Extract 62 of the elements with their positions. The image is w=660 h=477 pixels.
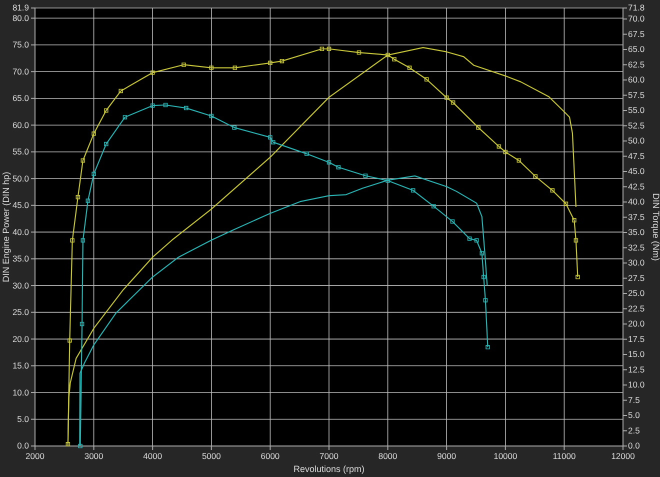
- y-tick-label: 65.0: [12, 93, 30, 104]
- y2-tick-label: 50.0: [628, 136, 645, 146]
- y-tick-label: 30.0: [12, 280, 30, 290]
- y-tick-label: 15.0: [12, 360, 30, 370]
- y2-tick-label: 52.5: [628, 120, 645, 130]
- y2-tick-label: 57.5: [628, 90, 645, 100]
- y2-tick-label: 0.0: [628, 440, 640, 451]
- y2-tick-label: 17.5: [628, 334, 645, 344]
- y-tick-label: 10.0: [12, 387, 30, 398]
- y2-tick-label: 47.5: [628, 150, 645, 161]
- y-tick-label: 70.0: [12, 66, 30, 76]
- y2-tick-label: 12.5: [628, 364, 645, 374]
- y2-axis-title: DIN Torque (Nm): [651, 193, 660, 261]
- x-axis-title: Revolutions (rpm): [293, 464, 365, 474]
- y-tick-label: 80.0: [12, 12, 30, 23]
- y2-tick-label: 30.0: [628, 258, 645, 268]
- y-tick-label: 55.0: [12, 146, 30, 157]
- y-tick-label: 81.9: [12, 2, 30, 13]
- x-tick-label: 10000: [494, 451, 518, 462]
- y2-tick-label: 2.5: [628, 425, 640, 436]
- x-tick-label: 4000: [143, 451, 162, 462]
- y-tick-label: 5.0: [17, 414, 30, 424]
- x-tick-label: 2000: [26, 451, 45, 462]
- y2-tick-label: 5.0: [628, 410, 640, 420]
- y2-tick-label: 7.5: [628, 394, 640, 405]
- y2-tick-label: 62.5: [628, 59, 645, 70]
- y2-tick-label: 20.0: [628, 318, 645, 329]
- y2-tick-label: 40.0: [628, 196, 645, 207]
- y-tick-label: 75.0: [12, 40, 30, 50]
- y2-tick-label: 25.0: [628, 288, 645, 298]
- x-tick-label: 3000: [84, 451, 104, 462]
- y2-tick-label: 15.0: [628, 349, 645, 360]
- x-tick-label: 9000: [437, 451, 456, 462]
- y2-tick-label: 22.5: [628, 303, 645, 314]
- y2-tick-label: 70.0: [628, 14, 645, 24]
- y2-tick-label: 35.0: [628, 227, 645, 238]
- x-tick-label: 8000: [378, 451, 398, 462]
- y-axis-title: DIN Engine Power (DIN hp): [1, 172, 11, 282]
- y-tick-label: 50.0: [12, 173, 30, 184]
- y2-tick-label: 32.5: [628, 242, 645, 252]
- y2-tick-label: 45.0: [628, 166, 645, 176]
- y2-tick-label: 10.0: [628, 380, 645, 390]
- y2-tick-label: 60.0: [628, 74, 645, 85]
- y2-tick-label: 37.5: [628, 212, 645, 222]
- x-tick-label: 6000: [260, 451, 280, 462]
- y2-tick-label: 65.0: [628, 44, 645, 54]
- y-tick-label: 20.0: [12, 334, 30, 344]
- x-tick-label: 12000: [611, 451, 636, 462]
- y2-tick-label: 67.5: [628, 28, 645, 39]
- y2-tick-label: 71.8: [628, 2, 645, 13]
- y-tick-label: 45.0: [12, 200, 30, 210]
- x-tick-label: 7000: [320, 451, 339, 462]
- x-tick-label: 5000: [202, 451, 222, 462]
- y-tick-label: 60.0: [12, 120, 30, 130]
- y-tick-label: 40.0: [12, 226, 30, 237]
- y-tick-label: 25.0: [12, 307, 30, 318]
- y2-tick-label: 55.0: [628, 105, 645, 116]
- y2-tick-label: 27.5: [628, 272, 645, 283]
- y2-tick-label: 42.5: [628, 181, 645, 192]
- y-tick-label: 0.0: [17, 440, 30, 451]
- x-tick-label: 11000: [552, 451, 576, 462]
- y-tick-label: 35.0: [12, 254, 30, 264]
